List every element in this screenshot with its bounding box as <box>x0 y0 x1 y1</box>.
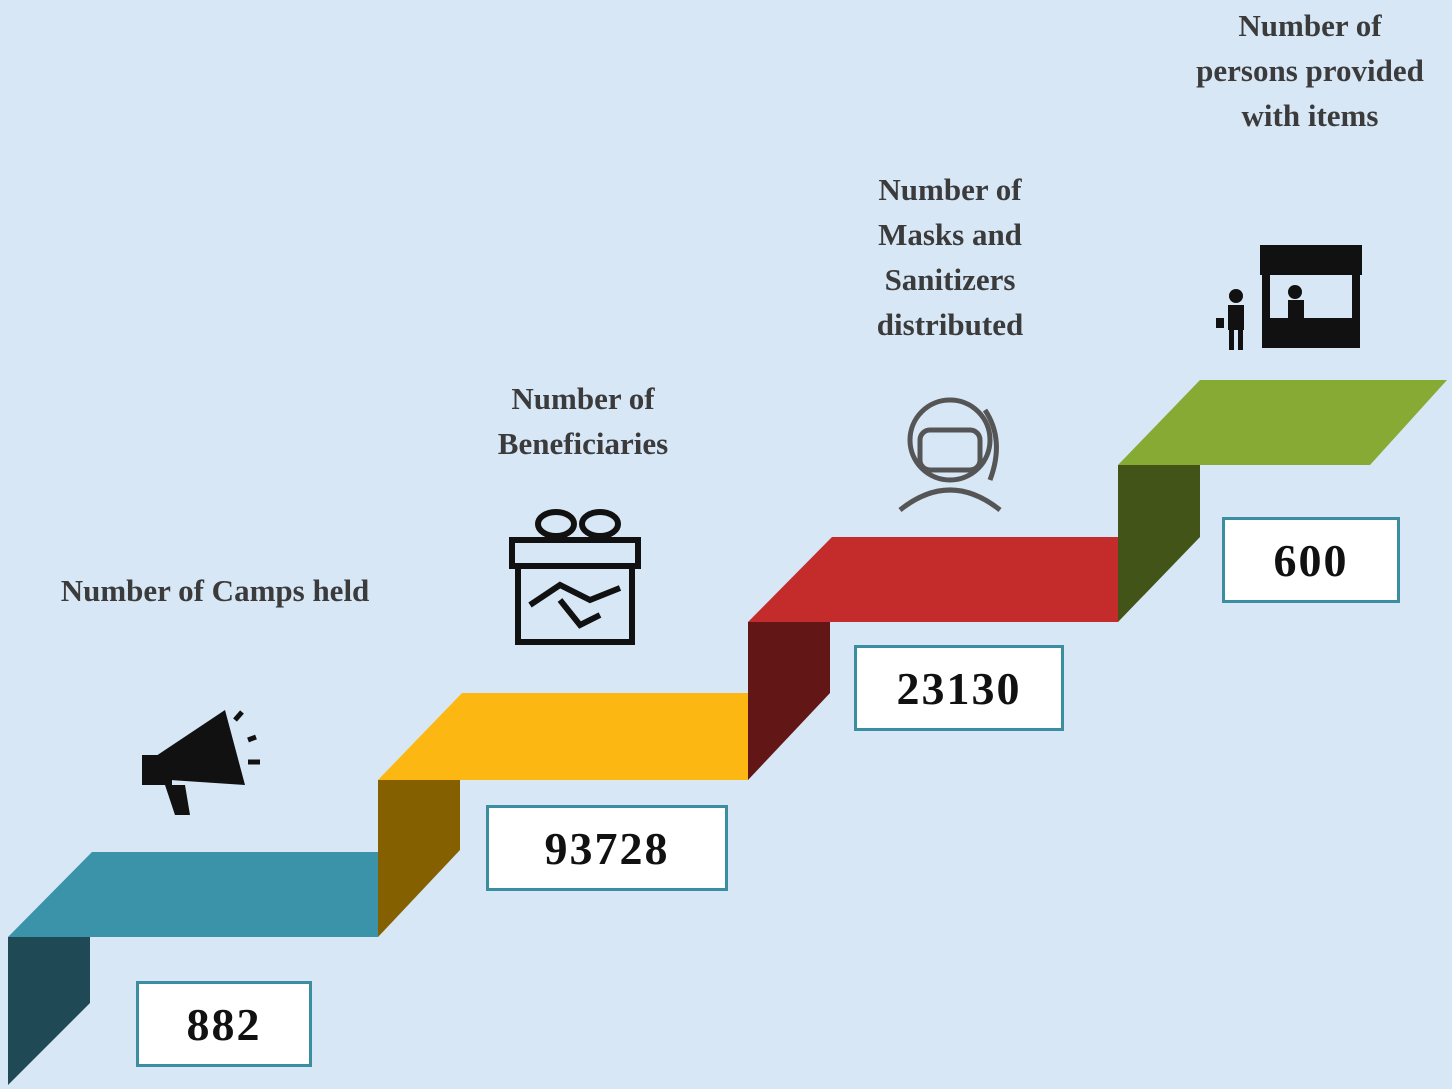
step-label: Number of Beneficiaries <box>497 381 669 461</box>
step-top <box>748 537 1118 622</box>
step-label: Number of persons provided with items <box>1196 8 1424 133</box>
shop-icon <box>1216 245 1362 350</box>
step-riser <box>378 780 460 937</box>
megaphone-icon <box>142 710 260 815</box>
step-top <box>8 852 378 937</box>
gift-icon <box>509 509 641 645</box>
step-top <box>1118 380 1447 465</box>
step-riser <box>1118 465 1200 622</box>
step-label: Number of Masks and Sanitizers distribut… <box>876 172 1024 342</box>
step-label: Number of Camps held <box>60 573 370 608</box>
step-riser <box>8 937 90 1085</box>
step-riser <box>748 622 830 780</box>
step-value: 93728 <box>486 805 728 891</box>
step-value: 600 <box>1222 517 1400 603</box>
mask-icon <box>898 397 1002 512</box>
step-value: 23130 <box>854 645 1064 731</box>
step-top <box>378 693 748 780</box>
step-value: 882 <box>136 981 312 1067</box>
